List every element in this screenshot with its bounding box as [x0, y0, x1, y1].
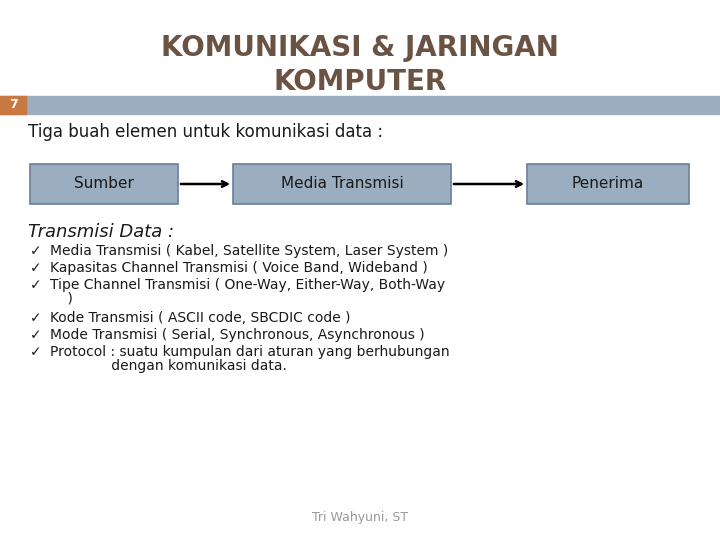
Text: Penerima: Penerima — [572, 177, 644, 192]
Bar — [30, 164, 178, 204]
Bar — [0, 96, 720, 114]
Text: 7: 7 — [9, 98, 17, 111]
Text: ✓: ✓ — [30, 328, 42, 342]
Text: dengan komunikasi data.: dengan komunikasi data. — [50, 359, 287, 373]
Text: Protocol : suatu kumpulan dari aturan yang berhubungan: Protocol : suatu kumpulan dari aturan ya… — [50, 345, 449, 359]
Bar — [0, 96, 26, 114]
Text: Kapasitas Channel Transmisi ( Voice Band, Wideband ): Kapasitas Channel Transmisi ( Voice Band… — [50, 261, 428, 275]
Text: Media Transmisi: Media Transmisi — [281, 177, 403, 192]
Text: ✓: ✓ — [30, 244, 42, 258]
Text: ✓: ✓ — [30, 261, 42, 275]
Text: ✓: ✓ — [30, 311, 42, 325]
Text: ): ) — [50, 292, 73, 306]
Text: Transmisi Data :: Transmisi Data : — [28, 223, 174, 241]
Bar — [233, 164, 451, 204]
Text: Tiga buah elemen untuk komunikasi data :: Tiga buah elemen untuk komunikasi data : — [28, 123, 383, 141]
Text: KOMPUTER: KOMPUTER — [274, 68, 446, 96]
Text: Sumber: Sumber — [74, 177, 134, 192]
Text: Mode Transmisi ( Serial, Synchronous, Asynchronous ): Mode Transmisi ( Serial, Synchronous, As… — [50, 328, 425, 342]
Text: ✓: ✓ — [30, 345, 42, 359]
Bar — [527, 164, 689, 204]
Text: KOMUNIKASI & JARINGAN: KOMUNIKASI & JARINGAN — [161, 34, 559, 62]
Text: ✓: ✓ — [30, 278, 42, 292]
Text: Media Transmisi ( Kabel, Satellite System, Laser System ): Media Transmisi ( Kabel, Satellite Syste… — [50, 244, 449, 258]
Text: Tri Wahyuni, ST: Tri Wahyuni, ST — [312, 511, 408, 524]
Text: Tipe Channel Transmisi ( One-Way, Either-Way, Both-Way: Tipe Channel Transmisi ( One-Way, Either… — [50, 278, 445, 292]
Text: Kode Transmisi ( ASCII code, SBCDIC code ): Kode Transmisi ( ASCII code, SBCDIC code… — [50, 311, 351, 325]
